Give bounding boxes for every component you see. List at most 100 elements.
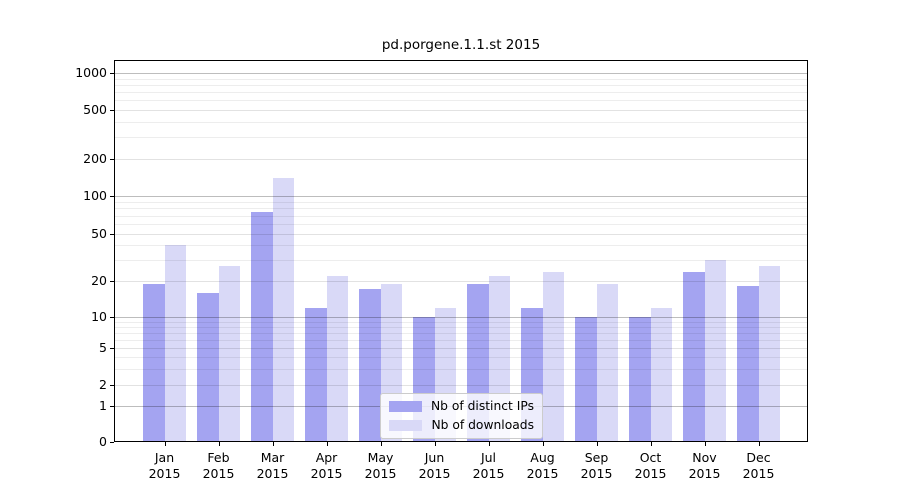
x-tick-label: Dec 2015 (742, 450, 775, 481)
gridline-submajor (115, 234, 807, 235)
y-tick-label: 10 (91, 309, 107, 324)
gridline-submajor (115, 385, 807, 386)
bar-distinct-ips-feb (197, 292, 219, 442)
gridline-minor (115, 245, 807, 247)
y-tick-label: 100 (83, 188, 107, 203)
y-tick-label: 0 (99, 434, 107, 449)
bar-distinct-ips-jan (143, 283, 165, 442)
x-tick-mark (380, 442, 382, 446)
x-tick-mark (488, 442, 490, 446)
gridline-minor (115, 368, 807, 370)
x-tick-mark (542, 442, 544, 446)
x-tick-mark (272, 442, 274, 446)
y-tick-label: 200 (83, 151, 107, 166)
bar-downloads-nov (704, 260, 726, 442)
legend-swatch-distinct-ips (388, 401, 422, 412)
x-tick-label: Jan 2015 (148, 450, 181, 481)
bar-downloads-feb (218, 265, 240, 442)
bar-distinct-ips-may (359, 289, 381, 442)
gridline-major (115, 317, 807, 318)
x-tick-label: Aug 2015 (526, 450, 559, 481)
y-tick-mark (110, 73, 114, 74)
legend-label-downloads: Nb of downloads (431, 418, 534, 432)
bar-distinct-ips-sep (575, 317, 597, 442)
x-tick-label: Oct 2015 (634, 450, 667, 481)
y-tick-mark (110, 348, 114, 349)
y-tick-label: 1 (99, 398, 107, 413)
gridline-minor (115, 208, 807, 210)
x-tick-label: Feb 2015 (202, 450, 235, 481)
gridline-minor (115, 201, 807, 203)
x-tick-label: Apr 2015 (310, 450, 343, 481)
gridline-submajor (115, 348, 807, 349)
bar-downloads-apr (326, 276, 348, 442)
bar-downloads-sep (596, 283, 618, 442)
gridline-minor (115, 92, 807, 94)
y-tick-mark (110, 159, 114, 160)
y-tick-label: 500 (83, 102, 107, 117)
gridline-minor (115, 78, 807, 80)
gridline-minor (115, 137, 807, 139)
x-tick-mark (596, 442, 598, 446)
y-tick-label: 20 (91, 273, 107, 288)
y-tick-label: 50 (91, 226, 107, 241)
gridline-minor (115, 332, 807, 334)
chart-title: pd.porgene.1.1.st 2015 (381, 37, 541, 53)
gridline-minor (115, 260, 807, 262)
legend-label-distinct-ips: Nb of distinct IPs (430, 399, 534, 413)
legend: Nb of distinct IPs Nb of downloads (380, 393, 543, 439)
x-tick-mark (758, 442, 760, 446)
x-tick-mark (218, 442, 220, 446)
legend-entry-distinct-ips: Nb of distinct IPs (388, 399, 534, 414)
legend-swatch-downloads (389, 420, 422, 431)
gridline-minor (115, 357, 807, 358)
bar-distinct-ips-oct (629, 317, 651, 442)
gridline-minor (115, 215, 807, 217)
bar-distinct-ips-nov (683, 271, 705, 442)
x-tick-mark (326, 442, 328, 446)
gridline-minor (115, 339, 807, 341)
y-tick-mark (110, 110, 114, 111)
x-tick-mark (434, 442, 436, 446)
bar-downloads-mar (272, 178, 294, 442)
gridline-minor (115, 321, 807, 323)
x-tick-label: Jun 2015 (418, 450, 451, 481)
y-tick-label: 1000 (75, 65, 107, 80)
x-tick-mark (704, 442, 706, 446)
y-tick-mark (110, 385, 114, 386)
gridline-minor (115, 84, 807, 86)
bar-downloads-dec (758, 265, 780, 442)
gridline-submajor (115, 159, 807, 160)
legend-entry-downloads: Nb of downloads (389, 418, 534, 433)
y-tick-mark (110, 317, 114, 318)
bar-distinct-ips-apr (305, 307, 327, 442)
bar-downloads-oct (650, 307, 672, 442)
gridline-minor (115, 326, 807, 328)
bar-distinct-ips-mar (251, 211, 273, 442)
gridline-minor (115, 100, 807, 102)
gridline-minor (115, 224, 807, 225)
bar-downloads-aug (542, 271, 564, 442)
x-tick-label: Nov 2015 (688, 450, 721, 481)
x-tick-label: May 2015 (364, 450, 397, 481)
y-tick-mark (110, 406, 114, 407)
x-tick-label: Jul 2015 (472, 450, 505, 481)
y-tick-mark (110, 442, 114, 443)
gridline-minor (115, 121, 807, 123)
x-tick-label: Sep 2015 (580, 450, 613, 481)
bar-downloads-jan (164, 245, 186, 442)
y-tick-label: 5 (99, 340, 107, 355)
y-tick-mark (110, 196, 114, 197)
y-tick-mark (110, 234, 114, 235)
x-tick-mark (164, 442, 166, 446)
gridline-major (115, 73, 807, 74)
x-tick-mark (650, 442, 652, 446)
gridline-submajor (115, 281, 807, 282)
bar-distinct-ips-dec (737, 286, 759, 442)
y-tick-label: 2 (99, 377, 107, 392)
x-tick-label: Mar 2015 (256, 450, 289, 481)
y-tick-mark (110, 281, 114, 282)
gridline-submajor (115, 110, 807, 111)
gridline-major (115, 196, 807, 197)
